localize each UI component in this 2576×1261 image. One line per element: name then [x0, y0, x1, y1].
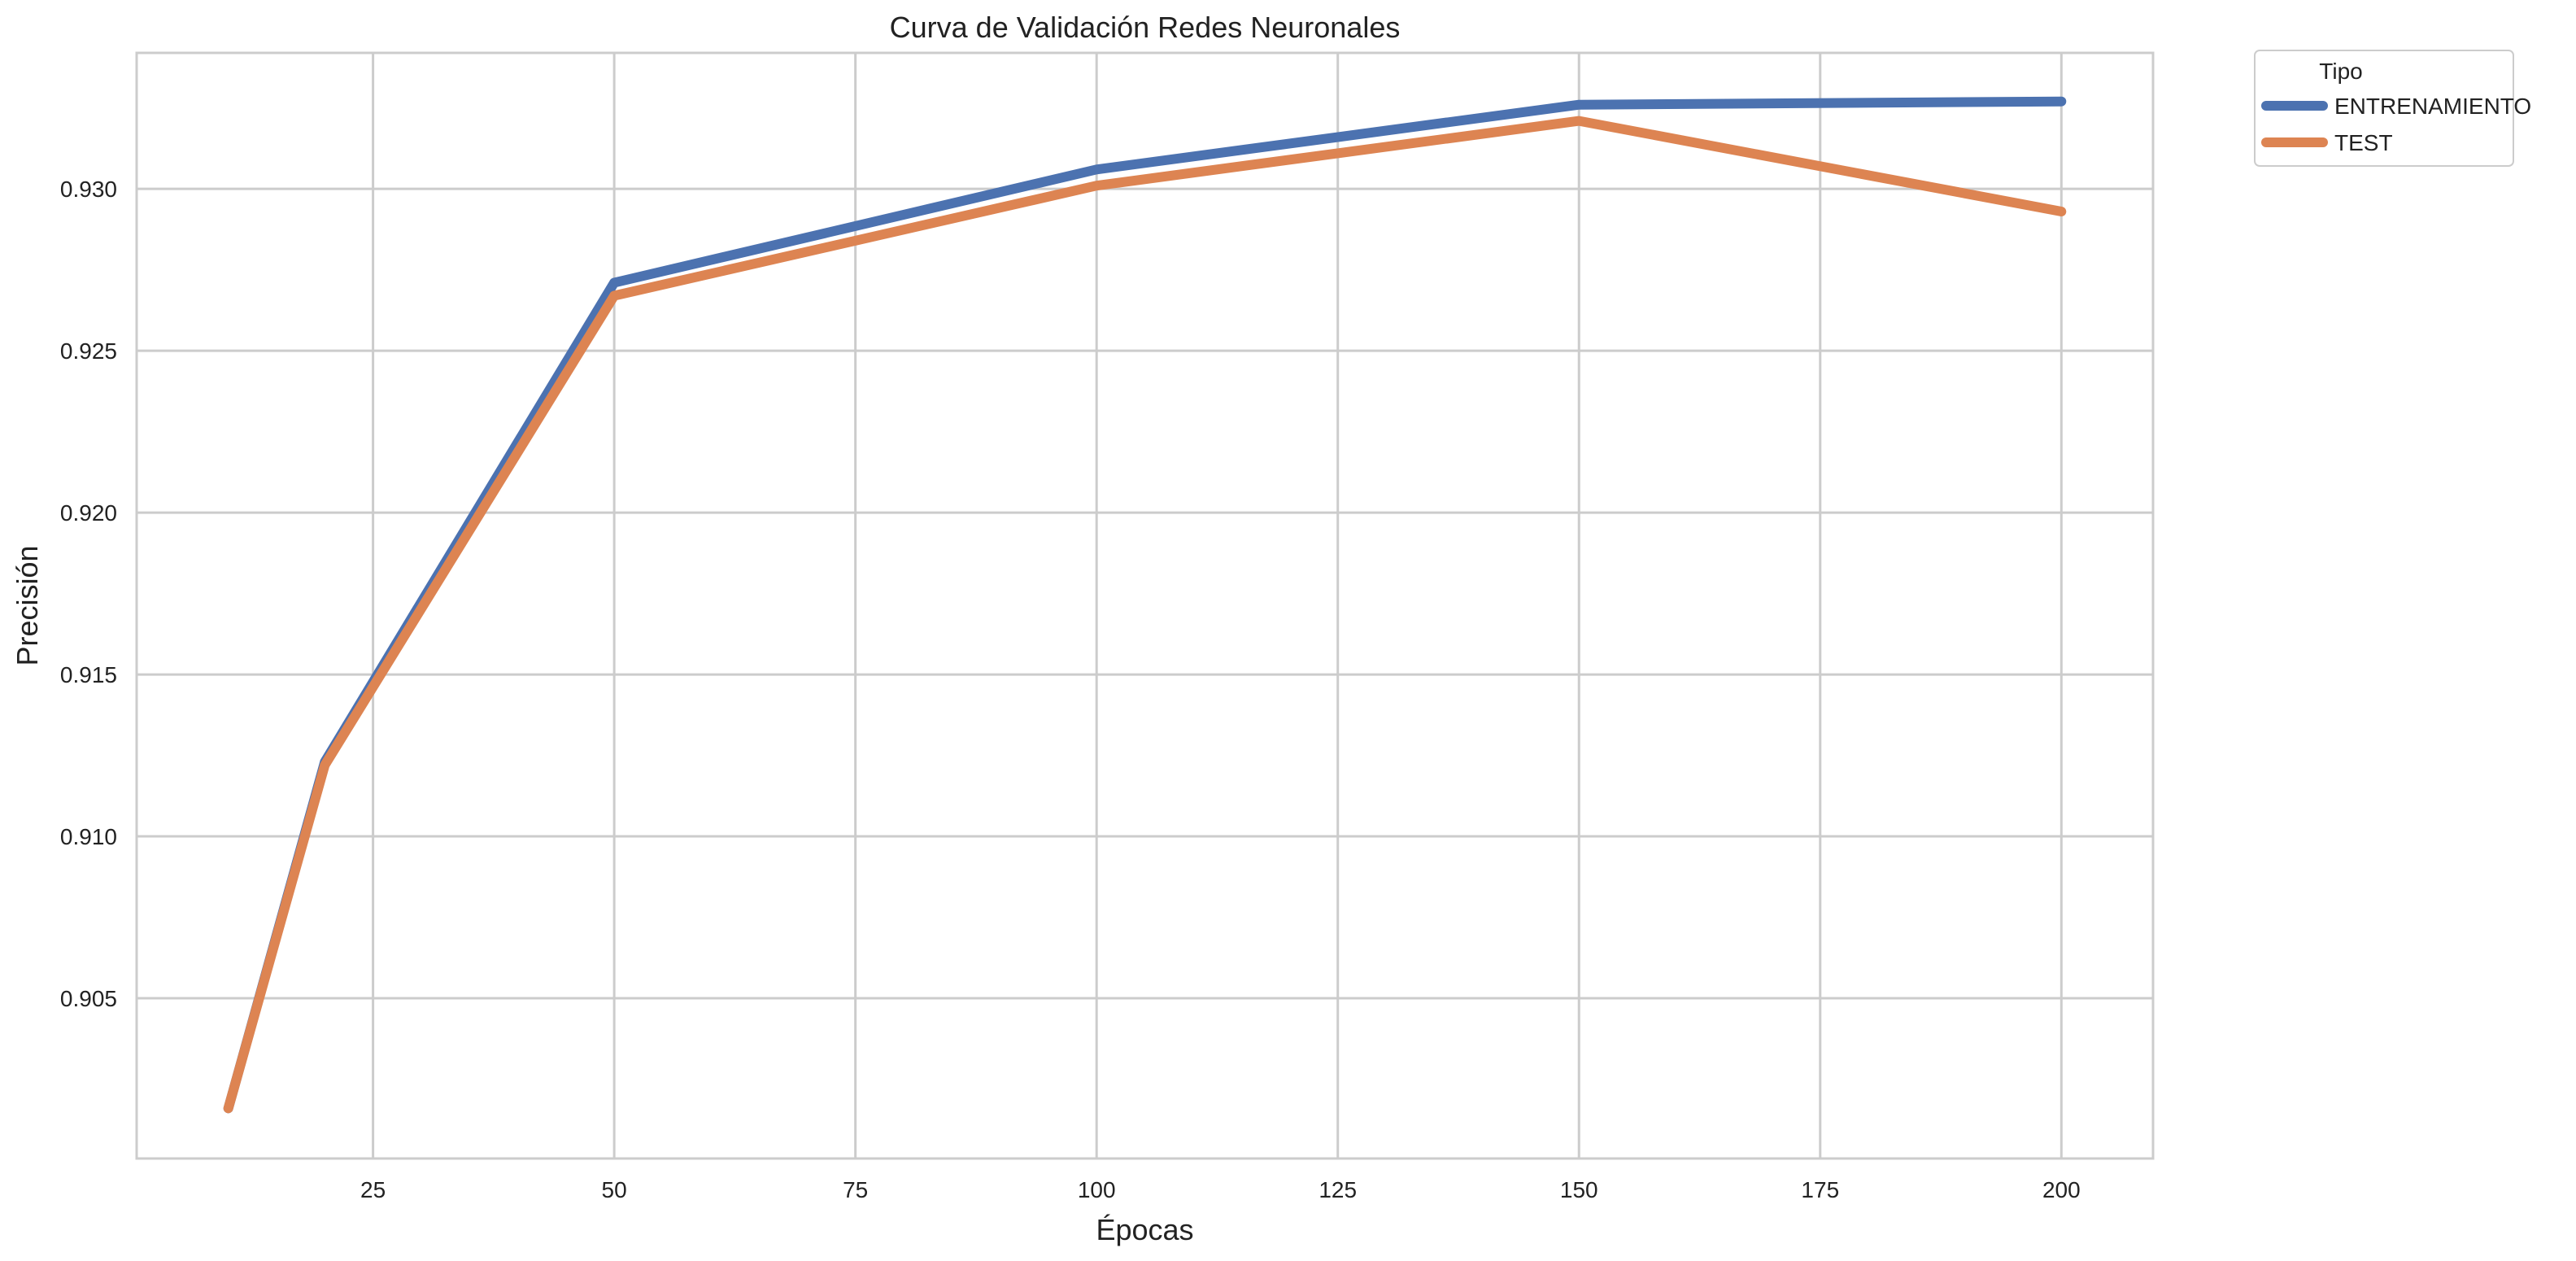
series-line-test — [223, 116, 2067, 1114]
y-tick-label: 0.920 — [60, 500, 117, 526]
x-tick-label: 25 — [360, 1177, 386, 1202]
legend-item: TEST — [2261, 130, 2393, 155]
series-lines — [223, 96, 2067, 1114]
y-tick-label: 0.925 — [60, 338, 117, 364]
x-tick-label: 75 — [843, 1177, 868, 1202]
x-axis-label: Épocas — [1096, 1213, 1193, 1246]
x-tick-label: 100 — [1078, 1177, 1116, 1202]
legend-label: TEST — [2334, 130, 2393, 155]
y-tick-label: 0.930 — [60, 177, 117, 202]
legend-box — [2254, 50, 2514, 167]
legend-label: ENTRENAMIENTO — [2334, 94, 2531, 119]
y-tick-label: 0.910 — [60, 824, 117, 849]
y-axis-label: Precisión — [11, 545, 44, 665]
x-tick-label: 200 — [2042, 1177, 2081, 1202]
grid-lines — [137, 53, 2153, 1158]
legend: Tipo ENTRENAMIENTO TEST — [2254, 50, 2531, 167]
tick-labels: 25 50 75 100 125 150 175 200 0.905 0.910 0.915 0.92… — [60, 177, 2081, 1202]
x-tick-label: 125 — [1319, 1177, 1357, 1202]
legend-items: ENTRENAMIENTO TEST — [2261, 94, 2531, 155]
plot-area-frame — [135, 51, 2155, 1160]
x-tick-label: 50 — [602, 1177, 627, 1202]
x-tick-label: 175 — [1801, 1177, 1839, 1202]
x-tick-label: 150 — [1560, 1177, 1598, 1202]
legend-title: Tipo — [2319, 59, 2362, 84]
y-tick-label: 0.905 — [60, 986, 117, 1011]
legend-item: ENTRENAMIENTO — [2261, 94, 2531, 119]
y-tick-label: 0.915 — [60, 662, 117, 687]
chart-title: Curva de Validación Redes Neuronales — [890, 11, 1401, 44]
series-line-entrenamiento — [223, 96, 2067, 1114]
